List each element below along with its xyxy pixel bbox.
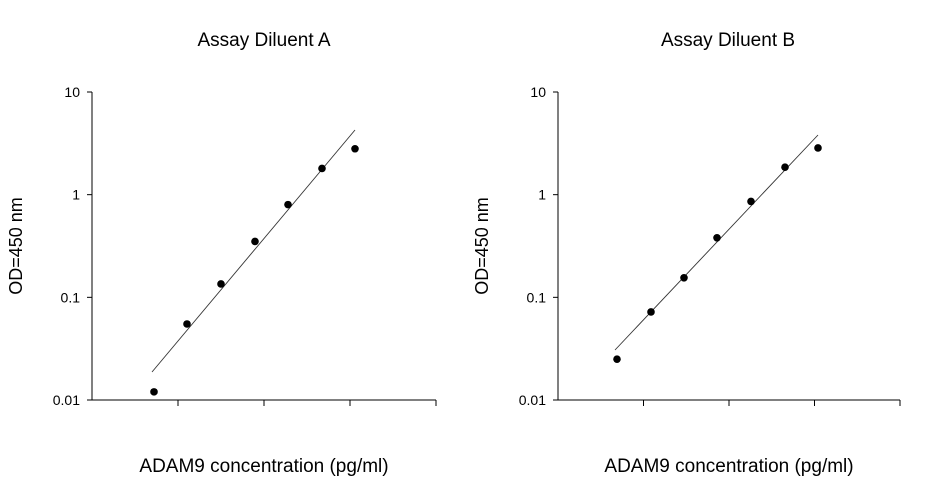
- data-point: [781, 163, 789, 172]
- data-point: [814, 144, 822, 152]
- x-axis-label: ADAM9 concentration (pg/ml): [139, 456, 388, 477]
- data-point: [351, 144, 359, 153]
- y-tick-label: 10: [64, 84, 80, 100]
- data-point: [318, 164, 326, 173]
- data-point: [647, 308, 655, 316]
- data-point: [217, 280, 225, 288]
- data-point: [713, 234, 721, 242]
- data-point: [284, 200, 292, 209]
- x-axis-label: ADAM9 concentration (pg/ml): [604, 456, 853, 477]
- y-tick-label: 0.01: [53, 392, 80, 408]
- y-tick-label: 1: [72, 187, 80, 203]
- data-point: [150, 388, 158, 396]
- chart-title: Assay Diluent A: [197, 30, 330, 51]
- data-point: [613, 355, 621, 363]
- data-point: [680, 273, 688, 282]
- y-tick-label: 0.1: [61, 289, 81, 305]
- y-tick-label: 0.01: [519, 392, 546, 408]
- chart-title: Assay Diluent B: [661, 30, 795, 51]
- y-axis-label: OD=450 nm: [6, 197, 26, 295]
- y-axis-label: OD=450 nm: [472, 197, 492, 295]
- y-tick-label: 1: [538, 187, 546, 203]
- y-tick-label: 10: [530, 84, 546, 100]
- y-tick-label: 0.1: [527, 289, 547, 305]
- chart-panel-2: 10 1 0.1 0.01 Assay Diluent B OD=450 nm ADAM9 …: [472, 30, 901, 477]
- chart-panel-1: 10 1 0.1 0.01 Assay Diluent A OD=450 nm ADAM9 …: [6, 30, 437, 477]
- data-point: [747, 197, 755, 206]
- data-point: [183, 320, 191, 328]
- data-point: [251, 237, 259, 246]
